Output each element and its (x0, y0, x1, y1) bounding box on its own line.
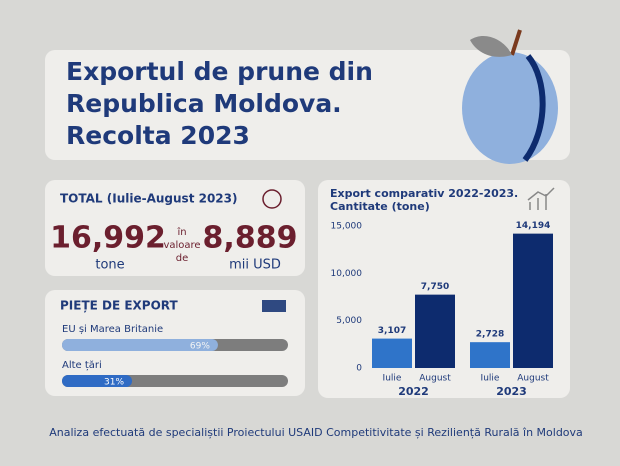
market-label: EU și Marea Britanie (62, 324, 163, 335)
x-tick-label: Iulie (481, 374, 500, 384)
connector: valoare (163, 240, 200, 251)
footer: Analiza efectuată de specialiștii Proiec… (49, 426, 583, 439)
y-tick-label: 10,000 (331, 269, 363, 279)
globe-icon (262, 189, 282, 209)
y-tick-label: 15,000 (331, 222, 363, 232)
connector: în (176, 226, 186, 238)
progress-fill (62, 375, 133, 387)
chart-icon (527, 187, 555, 210)
total-value: 8,889 (203, 221, 298, 256)
group-label: 2022 (398, 385, 429, 398)
progress-fill (62, 339, 218, 351)
title-line: Exportul de prune din (66, 57, 373, 86)
value-label: 2,728 (476, 330, 504, 340)
header-card (45, 50, 570, 160)
total-quantity: 16,992 (50, 221, 166, 256)
total-card (45, 180, 305, 276)
progress-label: 69% (190, 342, 210, 352)
y-tick-label: 0 (356, 364, 362, 374)
value-label: 3,107 (378, 326, 406, 336)
connector: de (176, 253, 189, 264)
total-title: TOTAL (Iulie-August 2023) (60, 192, 238, 206)
bar (470, 342, 510, 368)
title-line: Republica Moldova. (66, 89, 342, 118)
progress-label: 31% (104, 378, 124, 388)
quantity-unit: tone (95, 258, 124, 273)
plum-icon (462, 29, 558, 164)
bar (415, 294, 455, 368)
value-unit: mii USD (229, 258, 281, 273)
group-label: 2023 (496, 385, 527, 398)
title-line: Recolta 2023 (66, 121, 250, 150)
bar (513, 233, 553, 368)
value-label: 14,194 (516, 221, 551, 231)
value-label: 7,750 (421, 282, 449, 292)
markets-title: PIEȚE DE EXPORT (60, 299, 179, 313)
bar (372, 338, 412, 368)
x-tick-label: Iulie (383, 374, 402, 384)
y-tick-label: 5,000 (336, 316, 362, 326)
map-icon (262, 300, 286, 312)
x-tick-label: August (419, 374, 451, 384)
chart-title: Export comparativ 2022-2023. (330, 187, 518, 200)
market-label: Alte țări (62, 360, 102, 371)
chart-title: Cantitate (tone) (330, 200, 430, 213)
x-tick-label: August (517, 374, 549, 384)
